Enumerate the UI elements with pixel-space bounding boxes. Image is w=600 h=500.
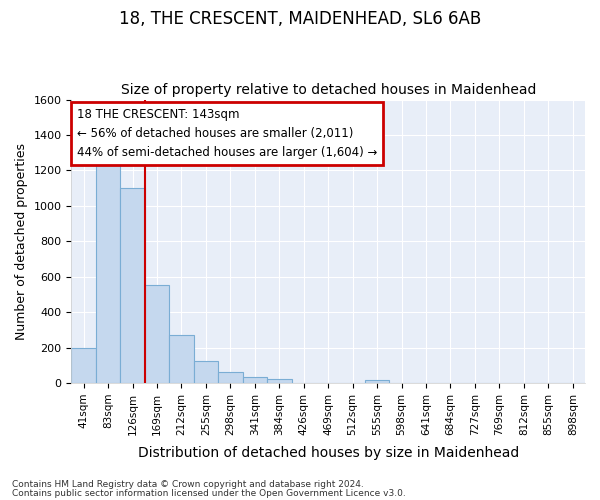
Bar <box>71 348 96 383</box>
Bar <box>242 377 267 383</box>
Bar <box>194 361 218 383</box>
Bar <box>121 188 145 383</box>
Text: 18 THE CRESCENT: 143sqm
← 56% of detached houses are smaller (2,011)
44% of semi: 18 THE CRESCENT: 143sqm ← 56% of detache… <box>77 108 377 159</box>
Bar <box>169 335 194 383</box>
Bar <box>218 372 242 383</box>
Title: Size of property relative to detached houses in Maidenhead: Size of property relative to detached ho… <box>121 83 536 97</box>
Text: 18, THE CRESCENT, MAIDENHEAD, SL6 6AB: 18, THE CRESCENT, MAIDENHEAD, SL6 6AB <box>119 10 481 28</box>
Y-axis label: Number of detached properties: Number of detached properties <box>15 143 28 340</box>
Bar <box>365 380 389 383</box>
Bar <box>145 284 169 383</box>
Bar <box>96 157 121 383</box>
Text: Contains HM Land Registry data © Crown copyright and database right 2024.: Contains HM Land Registry data © Crown c… <box>12 480 364 489</box>
Text: Contains public sector information licensed under the Open Government Licence v3: Contains public sector information licen… <box>12 488 406 498</box>
X-axis label: Distribution of detached houses by size in Maidenhead: Distribution of detached houses by size … <box>137 446 519 460</box>
Bar <box>267 379 292 383</box>
